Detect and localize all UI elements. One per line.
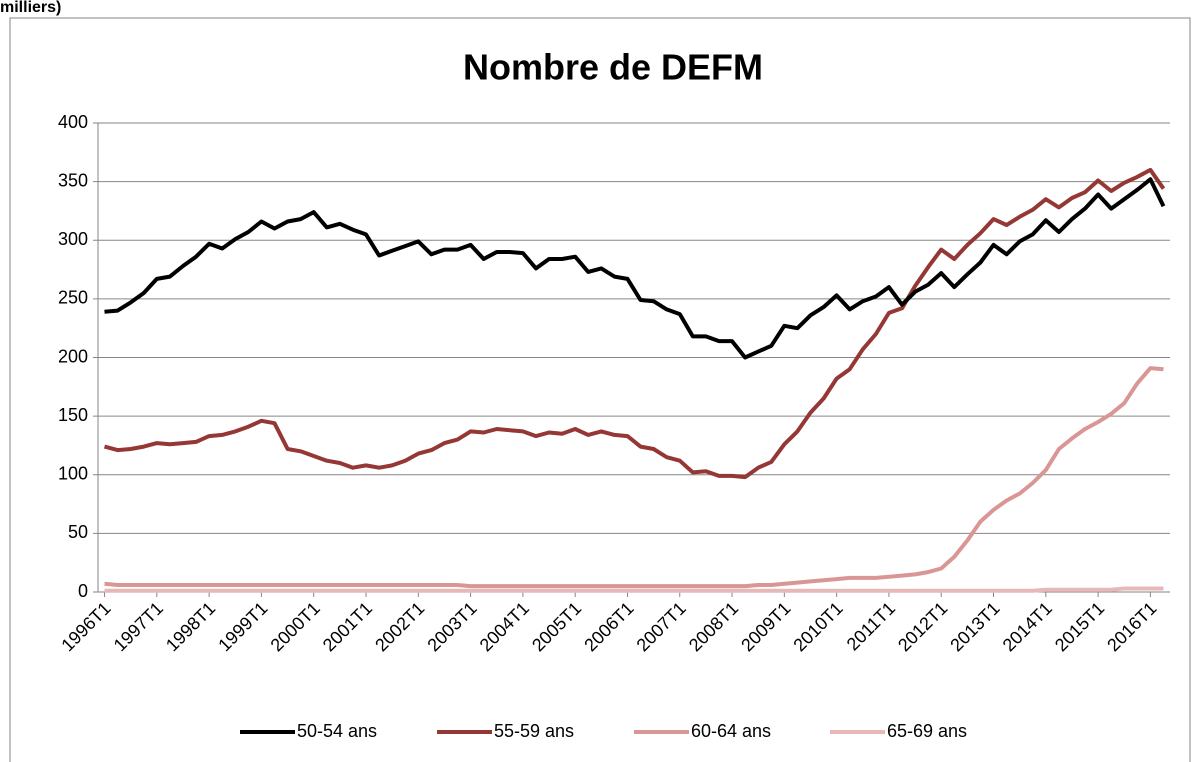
series-line — [104, 177, 1166, 360]
chart-title: Nombre de DEFM — [463, 47, 763, 88]
y-tick-label: 300 — [58, 229, 88, 249]
legend-label: 55-59 ans — [494, 721, 574, 741]
y-tick-label: 200 — [58, 346, 88, 366]
y-tick-label: 150 — [58, 405, 88, 425]
legend-label: 50-54 ans — [297, 721, 377, 741]
series-line — [104, 366, 1164, 589]
y-tick-label: 100 — [58, 464, 88, 484]
y-tick-label: 250 — [58, 288, 88, 308]
legend-label: 60-64 ans — [691, 721, 771, 741]
series-line — [104, 586, 1164, 593]
y-tick-label: 350 — [58, 170, 88, 190]
y-tick-label: 0 — [78, 581, 88, 601]
y-tick-label: 50 — [68, 522, 88, 542]
unit-note: milliers) — [0, 0, 61, 16]
series-line — [103, 167, 1166, 480]
y-tick-label: 400 — [58, 112, 88, 132]
legend-label: 65-69 ans — [887, 721, 967, 741]
chart-frame — [9, 17, 1191, 762]
